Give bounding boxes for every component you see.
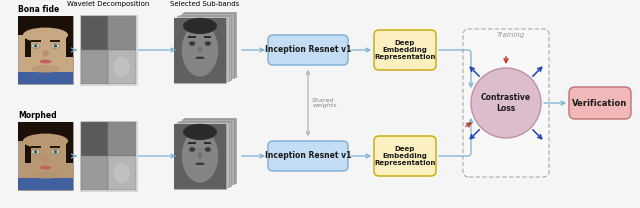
Bar	[204, 36, 211, 38]
Bar	[18, 16, 73, 35]
Text: Contrastive
Loss: Contrastive Loss	[481, 93, 531, 113]
Bar	[31, 40, 40, 42]
Ellipse shape	[34, 44, 38, 48]
Bar	[204, 142, 211, 144]
Ellipse shape	[23, 134, 68, 149]
Bar	[182, 13, 234, 78]
Bar	[67, 19, 73, 57]
Ellipse shape	[183, 124, 217, 140]
Bar	[188, 36, 196, 38]
Ellipse shape	[42, 50, 49, 57]
Bar	[184, 118, 236, 182]
Text: Training: Training	[497, 32, 525, 38]
Bar	[31, 146, 40, 148]
Text: Deep
Embedding
Representation: Deep Embedding Representation	[374, 146, 436, 166]
Ellipse shape	[198, 152, 202, 158]
Text: Selected Sub-bands: Selected Sub-bands	[170, 1, 239, 7]
FancyBboxPatch shape	[268, 35, 348, 65]
FancyBboxPatch shape	[374, 30, 436, 70]
Bar	[184, 11, 236, 77]
Ellipse shape	[195, 57, 205, 59]
Text: Morphed: Morphed	[18, 111, 56, 120]
Ellipse shape	[182, 129, 218, 183]
Bar	[174, 124, 226, 188]
Bar	[177, 16, 228, 81]
Text: Wavelet Decomposition: Wavelet Decomposition	[67, 1, 149, 7]
Bar	[18, 16, 73, 84]
Ellipse shape	[189, 41, 195, 46]
Bar	[188, 142, 196, 144]
Ellipse shape	[54, 44, 58, 48]
Bar	[174, 124, 226, 188]
Bar	[81, 16, 108, 50]
Text: Shared
weights: Shared weights	[312, 98, 337, 108]
Bar	[51, 40, 60, 42]
Bar	[108, 122, 136, 156]
FancyBboxPatch shape	[569, 87, 631, 119]
Text: Deep
Embedding
Representation: Deep Embedding Representation	[374, 40, 436, 60]
Ellipse shape	[40, 166, 52, 170]
Ellipse shape	[198, 46, 202, 53]
Ellipse shape	[182, 23, 218, 77]
Circle shape	[471, 68, 541, 138]
Bar	[108, 156, 136, 190]
Bar	[24, 19, 31, 57]
Bar	[174, 17, 226, 83]
FancyBboxPatch shape	[374, 136, 436, 176]
Bar	[81, 50, 108, 84]
Ellipse shape	[113, 163, 130, 183]
Ellipse shape	[34, 150, 38, 154]
Ellipse shape	[205, 41, 211, 46]
Bar	[182, 119, 234, 184]
Bar	[177, 122, 228, 187]
Bar	[108, 16, 136, 50]
Ellipse shape	[113, 57, 130, 77]
Bar	[67, 125, 73, 163]
FancyBboxPatch shape	[463, 29, 549, 177]
Text: Verification: Verification	[572, 99, 628, 108]
Ellipse shape	[195, 162, 205, 165]
Text: Inception Resnet v1: Inception Resnet v1	[265, 46, 351, 54]
Ellipse shape	[52, 150, 60, 154]
Bar	[179, 120, 231, 186]
Ellipse shape	[32, 171, 60, 179]
Ellipse shape	[42, 156, 49, 163]
Bar	[79, 121, 136, 191]
Text: Inception Resnet v1: Inception Resnet v1	[265, 151, 351, 161]
Ellipse shape	[40, 60, 52, 63]
Bar	[174, 17, 226, 83]
Ellipse shape	[23, 27, 68, 42]
Ellipse shape	[205, 147, 211, 152]
Bar	[51, 146, 60, 148]
Bar	[18, 122, 73, 141]
Bar	[179, 15, 231, 79]
Ellipse shape	[54, 150, 58, 154]
Ellipse shape	[32, 150, 40, 154]
Ellipse shape	[32, 43, 40, 48]
Bar	[18, 72, 73, 84]
Bar	[81, 122, 108, 156]
Bar	[18, 178, 73, 190]
Ellipse shape	[32, 65, 60, 73]
Bar	[79, 15, 136, 85]
FancyBboxPatch shape	[268, 141, 348, 171]
Bar	[18, 122, 73, 190]
Ellipse shape	[183, 18, 217, 34]
Ellipse shape	[52, 43, 60, 48]
Bar	[108, 50, 136, 84]
Bar	[81, 156, 108, 190]
Bar	[24, 125, 31, 163]
Ellipse shape	[189, 147, 195, 152]
Text: Bona fide: Bona fide	[18, 5, 60, 14]
